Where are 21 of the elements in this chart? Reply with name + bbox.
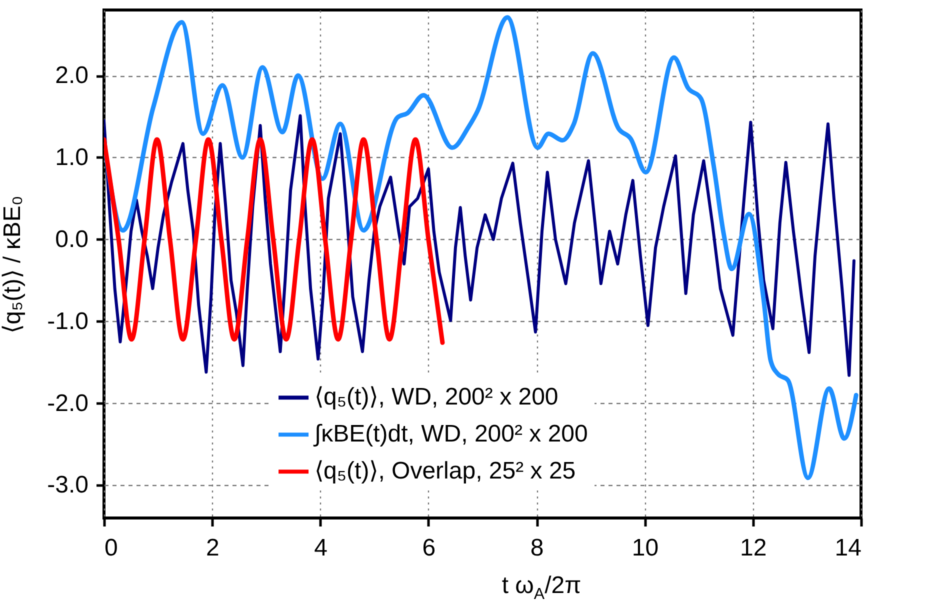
y-tick-label: -3.0 — [47, 472, 88, 499]
legend-label: ⟨q₅(t)⟩, WD, 200² x 200 — [314, 384, 558, 411]
x-tick-label: 12 — [740, 534, 767, 562]
y-tick-label: -1.0 — [47, 308, 88, 335]
x-tick-label: 2 — [206, 534, 220, 562]
legend-label: ⟨q₅(t)⟩, Overlap, 25² x 25 — [314, 458, 576, 485]
y-tick-label: 2.0 — [55, 62, 88, 90]
line-series — [104, 114, 856, 377]
y-tick-label: 1.0 — [55, 144, 88, 171]
legend-label: ∫κBE(t)dt, WD, 200² x 200 — [312, 420, 588, 448]
y-tick-label: 0.0 — [55, 226, 88, 253]
x-tick-label: 8 — [530, 534, 544, 562]
x-axis-title: t ω$_{A}$/2π — [500, 572, 582, 604]
y-axis-title: ⟨q₅(t)⟩ / κBE₀ — [0, 196, 26, 334]
line-series — [104, 137, 445, 345]
x-tick-label: 14 — [834, 534, 862, 562]
x-tick-label: 10 — [632, 534, 659, 562]
x-tick-label: 0 — [104, 534, 118, 562]
x-tick-label: 6 — [422, 534, 436, 562]
y-tick-label: -2.0 — [47, 390, 88, 417]
x-tick-label: 4 — [314, 534, 328, 562]
